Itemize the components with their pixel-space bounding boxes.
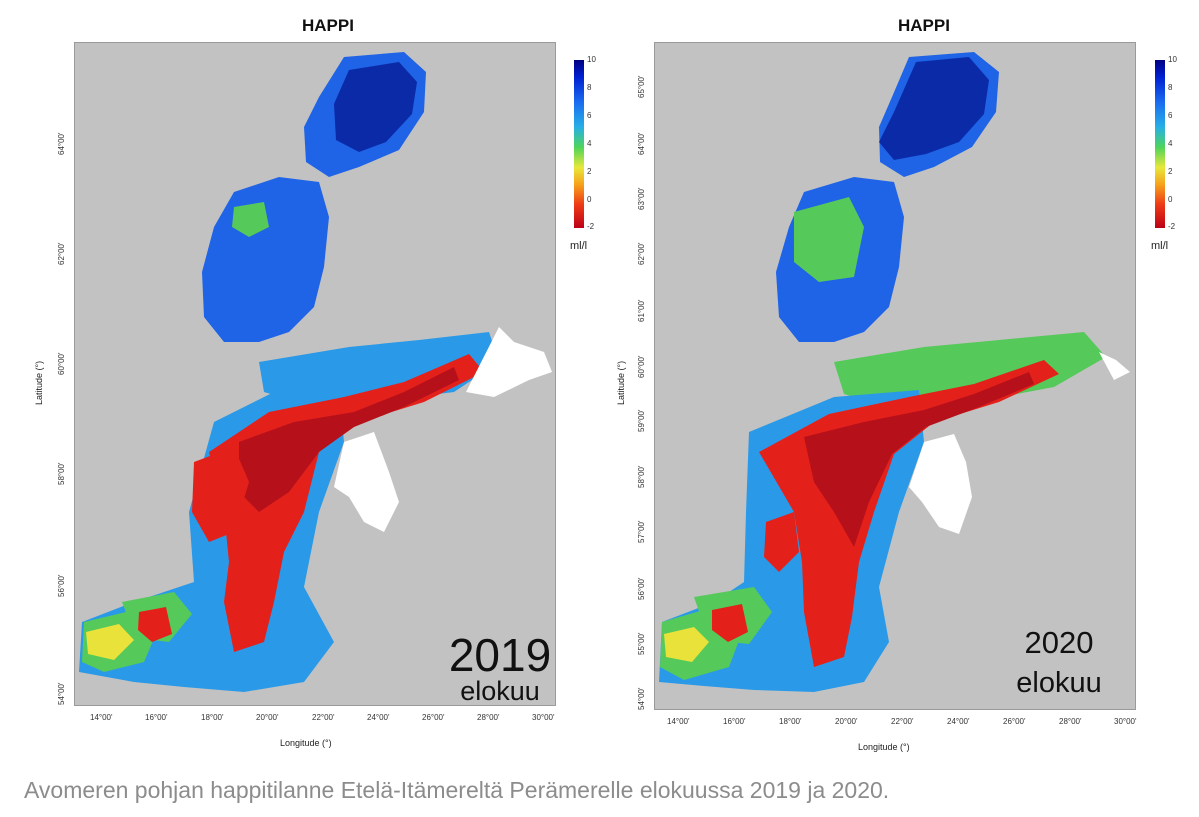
x-tick: 24°00' — [947, 717, 970, 726]
x-tick: 30°00' — [532, 713, 555, 722]
y-tick: 61°00' — [637, 299, 646, 322]
x-tick: 16°00' — [145, 713, 168, 722]
map-title: HAPPI — [302, 16, 354, 35]
y-tick: 65°00' — [637, 75, 646, 98]
y-tick: 64°00' — [637, 132, 646, 155]
map-title: HAPPI — [898, 16, 950, 35]
colorbar-tick: 4 — [1168, 139, 1173, 148]
colorbar — [574, 60, 584, 228]
baltic-sea-shape — [659, 52, 1130, 692]
x-axis-title: Longitude (°) — [280, 738, 332, 748]
y-tick: 62°00' — [57, 242, 66, 265]
colorbar-tick: 10 — [1168, 55, 1177, 64]
y-tick: 63°00' — [637, 187, 646, 210]
x-tick: 16°00' — [723, 717, 746, 726]
y-tick: 59°00' — [637, 409, 646, 432]
baltic-sea-shape — [79, 52, 552, 692]
y-tick: 60°00' — [57, 352, 66, 375]
colorbar-tick: 8 — [587, 83, 592, 92]
colorbar-tick: 2 — [587, 167, 592, 176]
y-tick: 62°00' — [637, 242, 646, 265]
month-label: elokuu — [460, 676, 540, 706]
oxygen-map-2020: 2020 elokuu — [654, 42, 1136, 710]
x-tick: 20°00' — [256, 713, 279, 722]
x-tick: 26°00' — [422, 713, 445, 722]
x-tick: 14°00' — [667, 717, 690, 726]
x-tick: 14°00' — [90, 713, 113, 722]
y-tick: 56°00' — [637, 577, 646, 600]
masked-area — [909, 352, 1130, 534]
y-tick: 55°00' — [637, 632, 646, 655]
y-tick: 54°00' — [637, 687, 646, 710]
x-tick: 28°00' — [1059, 717, 1082, 726]
colorbar — [1155, 60, 1165, 228]
colorbar-tick: 4 — [587, 139, 592, 148]
colorbar-tick: 6 — [1168, 111, 1173, 120]
colorbar-unit: ml/l — [570, 240, 588, 252]
oxygen-map-2019: 2019 elokuu — [74, 42, 556, 706]
y-tick: 56°00' — [57, 574, 66, 597]
y-tick: 60°00' — [637, 355, 646, 378]
colorbar-tick: 0 — [1168, 195, 1173, 204]
map-panel-2020: HAPPI — [600, 0, 1199, 760]
y-tick: 58°00' — [57, 462, 66, 485]
colorbar-tick: 10 — [587, 55, 596, 64]
month-label: elokuu — [1016, 667, 1102, 699]
x-tick: 18°00' — [201, 713, 224, 722]
y-tick: 64°00' — [57, 132, 66, 155]
x-tick: 22°00' — [312, 713, 335, 722]
colorbar-tick: 0 — [587, 195, 592, 204]
figure-caption: Avomeren pohjan happitilanne Etelä-Itäme… — [24, 777, 890, 803]
year-label: 2020 — [1024, 625, 1094, 660]
x-tick: 18°00' — [779, 717, 802, 726]
year-label: 2019 — [448, 629, 552, 681]
y-axis-title: Latitude (°) — [616, 360, 626, 405]
y-axis-title: Latitude (°) — [34, 360, 44, 405]
map-panel-2019: HAPPI — [0, 0, 600, 760]
x-tick: 30°00' — [1114, 717, 1137, 726]
sea-hypoxic-layer — [712, 360, 1059, 667]
colorbar-tick: -2 — [587, 222, 595, 231]
colorbar-unit: ml/l — [1151, 240, 1169, 252]
x-tick: 26°00' — [1003, 717, 1026, 726]
y-tick: 57°00' — [637, 520, 646, 543]
colorbar-tick: 2 — [1168, 167, 1173, 176]
x-axis-title: Longitude (°) — [858, 742, 910, 752]
x-tick: 22°00' — [891, 717, 914, 726]
colorbar-tick: 6 — [587, 111, 592, 120]
colorbar-tick: 8 — [1168, 83, 1173, 92]
y-tick: 54°00' — [57, 682, 66, 705]
x-tick: 20°00' — [835, 717, 858, 726]
y-tick: 58°00' — [637, 465, 646, 488]
masked-area — [334, 327, 552, 532]
x-tick: 24°00' — [367, 713, 390, 722]
sea-hypoxic-layer — [138, 354, 484, 652]
colorbar-tick: -2 — [1168, 222, 1176, 231]
x-tick: 28°00' — [477, 713, 500, 722]
